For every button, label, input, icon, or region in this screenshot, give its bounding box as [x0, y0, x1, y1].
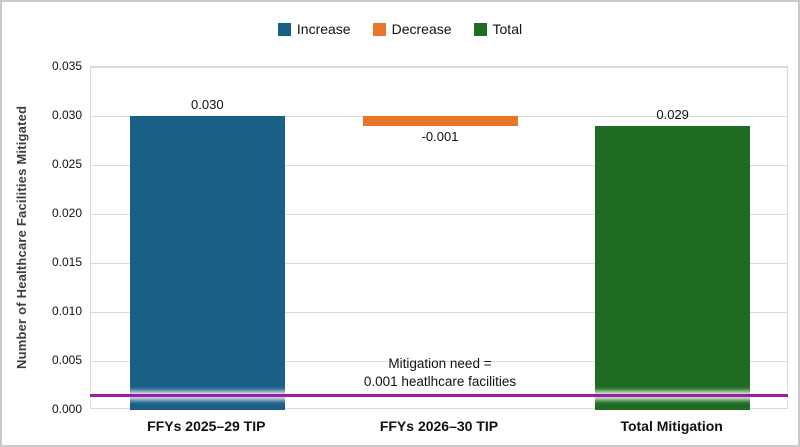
mitigation-need-line: [90, 393, 788, 397]
legend: Increase Decrease Total: [2, 21, 798, 37]
x-tick-label: FFYs 2026–30 TIP: [379, 418, 499, 434]
bar-data-label: -0.001: [421, 128, 459, 144]
gridline: [91, 66, 787, 68]
legend-label: Increase: [296, 21, 351, 37]
y-tick-label: 0.010: [51, 304, 82, 318]
legend-swatch-increase: [277, 22, 291, 36]
gridline: [91, 311, 787, 313]
legend-swatch-decrease: [372, 22, 386, 36]
legend-label: Decrease: [391, 21, 452, 37]
y-tick-label: 0.000: [51, 402, 82, 416]
annotation-line2: 0.001 heatlhcare facilities: [363, 373, 517, 389]
mitigation-need-annotation: Mitigation need = 0.001 heatlhcare facili…: [290, 355, 590, 390]
legend-item-total: Total: [473, 21, 523, 37]
gridline: [91, 360, 787, 362]
gridline: [91, 164, 787, 166]
bar-total: [595, 125, 751, 410]
bar-data-label: 0.030: [191, 97, 224, 112]
y-tick-label: 0.020: [51, 206, 82, 220]
plot-area: 0.030 -0.001 0.029 Mitigation need = 0.001 h…: [90, 66, 788, 410]
bar-decrease: [362, 116, 518, 126]
y-tick-label: 0.005: [51, 353, 82, 367]
bar-data-label: 0.029: [656, 106, 689, 122]
legend-label: Total: [492, 21, 523, 37]
x-tick-label: FFYs 2025–29 TIP: [147, 418, 266, 434]
legend-item-decrease: Decrease: [372, 21, 452, 37]
bar-increase: [129, 116, 285, 410]
legend-item-increase: Increase: [277, 21, 351, 37]
y-tick-label: 0.035: [51, 59, 82, 73]
gridline: [91, 262, 787, 264]
y-tick-label: 0.015: [51, 255, 82, 269]
gridline: [91, 213, 787, 215]
y-tick-label: 0.025: [51, 157, 82, 171]
x-tick-label: Total Mitigation: [620, 418, 723, 434]
legend-swatch-total: [473, 22, 487, 36]
y-tick-label: 0.030: [51, 108, 82, 122]
annotation-line1: Mitigation need =: [388, 356, 492, 372]
